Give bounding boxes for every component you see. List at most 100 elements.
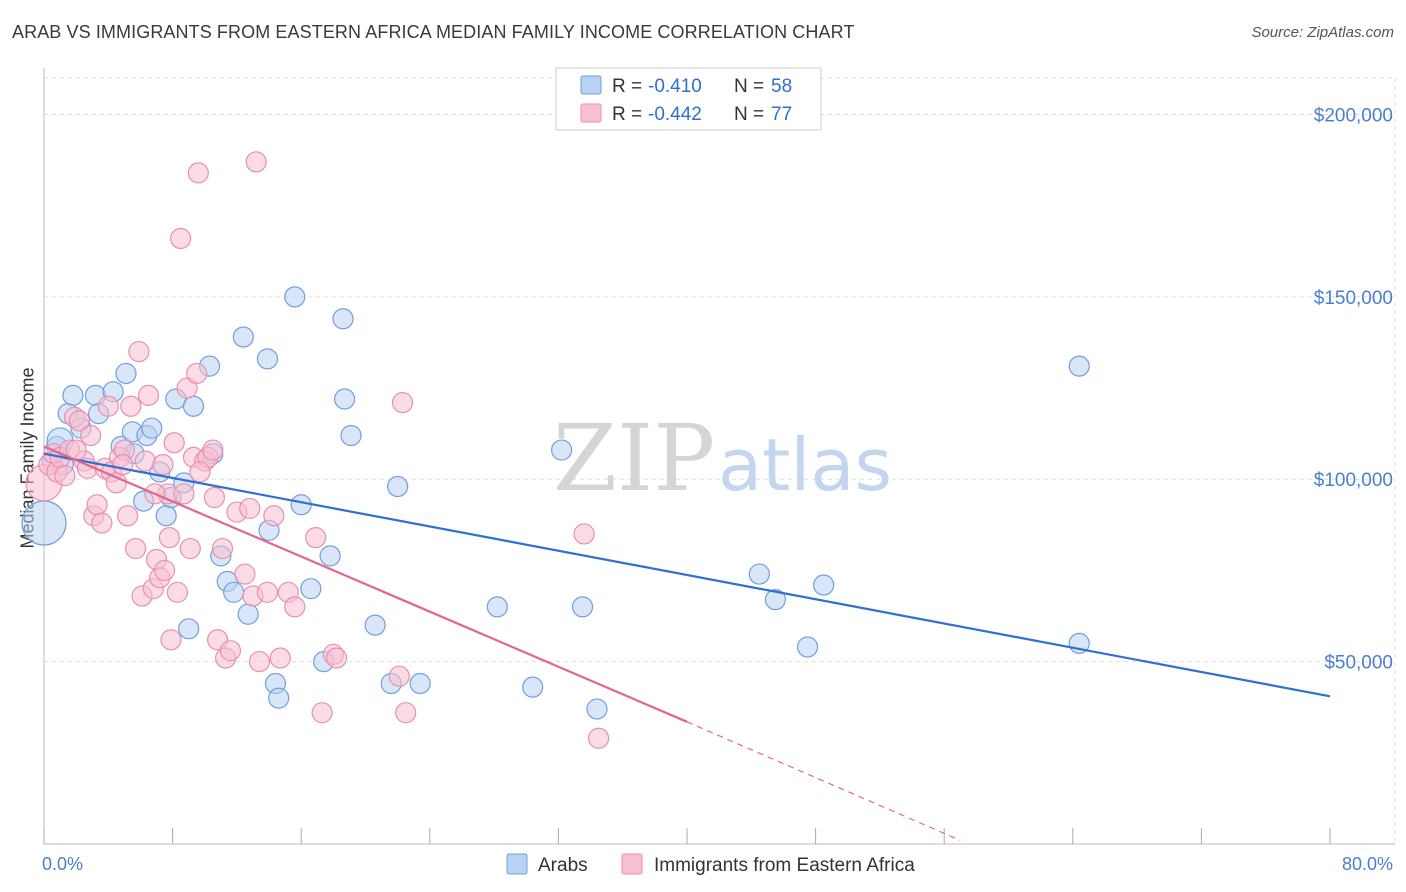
- point-eafrica-23: [125, 537, 147, 560]
- legend-r-value-eafrica: -0.442: [648, 104, 702, 125]
- point-arabs-32: [256, 348, 279, 370]
- trend-line-eafrica-extension: [686, 721, 961, 841]
- legend: R = -0.410 N = 58 R = -0.442 N = 77: [555, 67, 822, 131]
- point-arabs-51: [571, 596, 594, 618]
- point-arabs-35: [268, 687, 290, 709]
- trend-lines: [43, 445, 1331, 841]
- watermark: ZIP atlas: [553, 405, 892, 512]
- point-arabs-0: [21, 500, 67, 546]
- point-eafrica-58: [256, 581, 279, 603]
- point-eafrica-14: [91, 512, 113, 534]
- y-tick-label-0: $50,000: [1324, 653, 1393, 674]
- x-tick-labels: 0.0% 80.0%: [42, 854, 1393, 874]
- y-tick-label-2: $150,000: [1314, 288, 1393, 309]
- point-arabs-42: [334, 388, 356, 410]
- point-arabs-52: [586, 698, 608, 720]
- legend-swatch-eafrica: [580, 103, 602, 123]
- point-eafrica-70: [573, 523, 595, 545]
- point-eafrica-52: [219, 640, 242, 662]
- point-eafrica-40: [176, 377, 198, 399]
- point-arabs-30: [232, 326, 254, 348]
- legend-n-label-eafrica: N =: [734, 104, 764, 125]
- y-tick-label-1: $100,000: [1314, 470, 1393, 491]
- point-arabs-46: [387, 475, 409, 498]
- point-eafrica-11: [80, 424, 102, 447]
- point-arabs-40: [319, 545, 341, 567]
- bottom-legend-label-eafrica: Immigrants from Eastern Africa: [654, 855, 915, 876]
- point-arabs-47: [409, 672, 431, 695]
- point-eafrica-39: [173, 483, 195, 505]
- point-eafrica-57: [248, 651, 271, 673]
- legend-swatch-arabs: [580, 75, 602, 95]
- point-eafrica-32: [153, 559, 176, 582]
- point-eafrica-64: [311, 702, 333, 724]
- point-eafrica-50: [211, 537, 234, 560]
- point-eafrica-34: [158, 526, 180, 549]
- watermark-zip: ZIP: [553, 405, 715, 512]
- point-eafrica-44: [187, 162, 209, 184]
- watermark-atlas: atlas: [718, 423, 892, 507]
- point-eafrica-37: [166, 581, 189, 603]
- point-arabs-56: [813, 574, 835, 596]
- point-eafrica-35: [160, 629, 182, 651]
- point-arabs-31: [237, 603, 259, 625]
- chart-title: ARAB VS IMMIGRANTS FROM EASTERN AFRICA M…: [12, 22, 855, 42]
- point-eafrica-75: [112, 454, 134, 476]
- point-arabs-54: [764, 589, 787, 611]
- legend-r-label-eafrica: R =: [612, 104, 642, 125]
- point-arabs-19: [155, 505, 177, 527]
- trend-line-eafrica: [43, 445, 688, 723]
- point-arabs-36: [284, 286, 306, 308]
- y-tick-label-3: $200,000: [1314, 105, 1393, 126]
- x-tick-label-1: 80.0%: [1342, 854, 1393, 874]
- bottom-legend: Arabs Immigrants from Eastern Africa: [506, 853, 915, 876]
- point-arabs-50: [551, 439, 573, 461]
- point-eafrica-18: [105, 472, 127, 494]
- point-arabs-57: [1068, 355, 1090, 377]
- legend-r-value-arabs: -0.410: [648, 76, 702, 97]
- x-tick-label-0: 0.0%: [42, 854, 83, 874]
- legend-r-label-arabs: R =: [612, 76, 642, 97]
- point-eafrica-68: [391, 392, 414, 414]
- point-eafrica-8: [68, 410, 90, 432]
- point-arabs-23: [178, 618, 200, 640]
- point-eafrica-67: [388, 665, 410, 687]
- data-points: [21, 151, 1090, 749]
- point-eafrica-38: [170, 227, 192, 250]
- point-eafrica-60: [269, 647, 291, 669]
- point-arabs-43: [340, 424, 362, 447]
- point-eafrica-43: [186, 362, 208, 385]
- point-eafrica-56: [245, 151, 267, 173]
- point-eafrica-74: [189, 461, 211, 483]
- y-tick-labels: $50,000 $100,000 $150,000 $200,000: [1314, 105, 1393, 673]
- point-eafrica-31: [152, 454, 174, 476]
- point-arabs-6: [62, 384, 84, 406]
- point-arabs-38: [300, 578, 322, 600]
- trend-line-arabs: [43, 452, 1331, 698]
- legend-n-value-eafrica: 77: [771, 104, 792, 125]
- point-arabs-17: [141, 417, 163, 439]
- legend-n-label-arabs: N =: [734, 76, 764, 97]
- point-arabs-49: [522, 676, 544, 698]
- point-arabs-12: [115, 362, 137, 385]
- point-eafrica-71: [587, 727, 610, 749]
- point-eafrica-36: [163, 432, 185, 454]
- point-eafrica-48: [203, 486, 225, 509]
- point-eafrica-21: [116, 505, 139, 527]
- point-eafrica-5: [54, 464, 76, 487]
- point-arabs-55: [796, 636, 819, 658]
- bottom-legend-swatch-eafrica: [621, 853, 643, 875]
- point-arabs-29: [223, 581, 245, 603]
- point-arabs-37: [290, 494, 312, 516]
- point-eafrica-13: [86, 494, 108, 516]
- point-eafrica-47: [202, 439, 224, 461]
- point-eafrica-26: [134, 450, 156, 472]
- point-eafrica-24: [128, 340, 150, 363]
- point-eafrica-63: [305, 526, 327, 549]
- point-eafrica-22: [120, 395, 142, 417]
- point-eafrica-66: [325, 647, 348, 669]
- point-arabs-48: [486, 596, 508, 618]
- point-eafrica-41: [179, 537, 201, 560]
- point-eafrica-16: [97, 395, 119, 417]
